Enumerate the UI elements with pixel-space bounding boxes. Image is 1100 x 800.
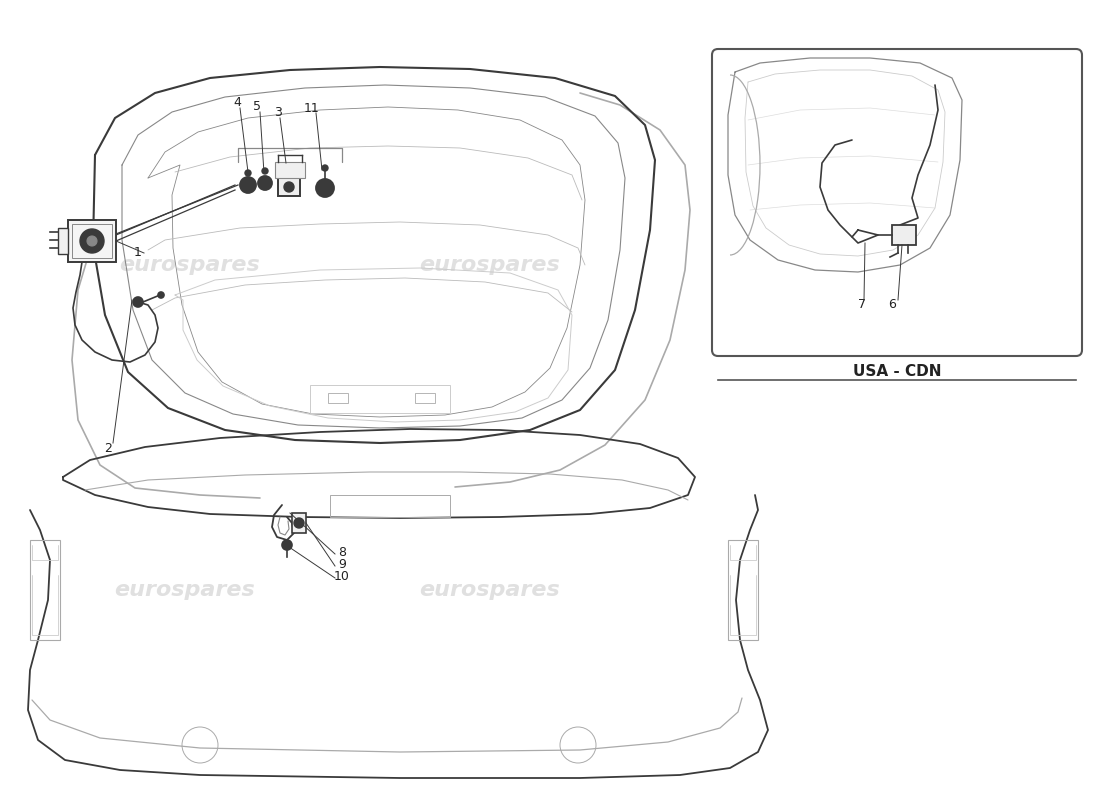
- Text: eurospares: eurospares: [419, 580, 560, 600]
- Circle shape: [294, 518, 304, 528]
- Bar: [30, 540, 60, 640]
- Circle shape: [245, 170, 251, 176]
- Bar: [292, 513, 306, 533]
- Circle shape: [258, 176, 272, 190]
- Circle shape: [240, 177, 256, 193]
- Bar: [68, 220, 116, 262]
- Text: 6: 6: [888, 298, 895, 311]
- Bar: [728, 540, 758, 640]
- Text: 9: 9: [338, 558, 345, 570]
- Bar: [72, 224, 112, 258]
- Bar: [310, 385, 450, 413]
- Circle shape: [282, 540, 292, 550]
- Text: USA - CDN: USA - CDN: [852, 365, 942, 379]
- Circle shape: [284, 182, 294, 192]
- Text: eurospares: eurospares: [120, 255, 261, 275]
- Bar: [275, 162, 305, 178]
- Text: 10: 10: [334, 570, 350, 582]
- Text: 3: 3: [274, 106, 282, 119]
- Circle shape: [245, 182, 251, 188]
- Bar: [330, 495, 450, 517]
- Bar: [328, 393, 348, 403]
- Bar: [892, 225, 916, 245]
- Text: 1: 1: [134, 246, 142, 259]
- Circle shape: [87, 236, 97, 246]
- Text: 7: 7: [858, 298, 866, 311]
- Bar: [415, 393, 434, 403]
- Circle shape: [262, 168, 268, 174]
- FancyBboxPatch shape: [712, 49, 1082, 356]
- Circle shape: [80, 229, 104, 253]
- Text: 4: 4: [233, 97, 241, 110]
- Text: 8: 8: [338, 546, 346, 558]
- Text: 2: 2: [104, 442, 112, 454]
- Bar: [278, 178, 300, 196]
- Circle shape: [158, 292, 164, 298]
- Text: eurospares: eurospares: [419, 255, 560, 275]
- Circle shape: [262, 180, 268, 186]
- Circle shape: [321, 184, 329, 192]
- Text: 11: 11: [304, 102, 320, 114]
- Text: eurospares: eurospares: [824, 168, 912, 182]
- Text: eurospares: eurospares: [114, 580, 255, 600]
- Bar: [58, 228, 68, 254]
- Circle shape: [316, 179, 334, 197]
- Circle shape: [133, 297, 143, 307]
- Text: eurospares: eurospares: [800, 175, 940, 195]
- Text: 5: 5: [253, 101, 261, 114]
- Circle shape: [322, 165, 328, 171]
